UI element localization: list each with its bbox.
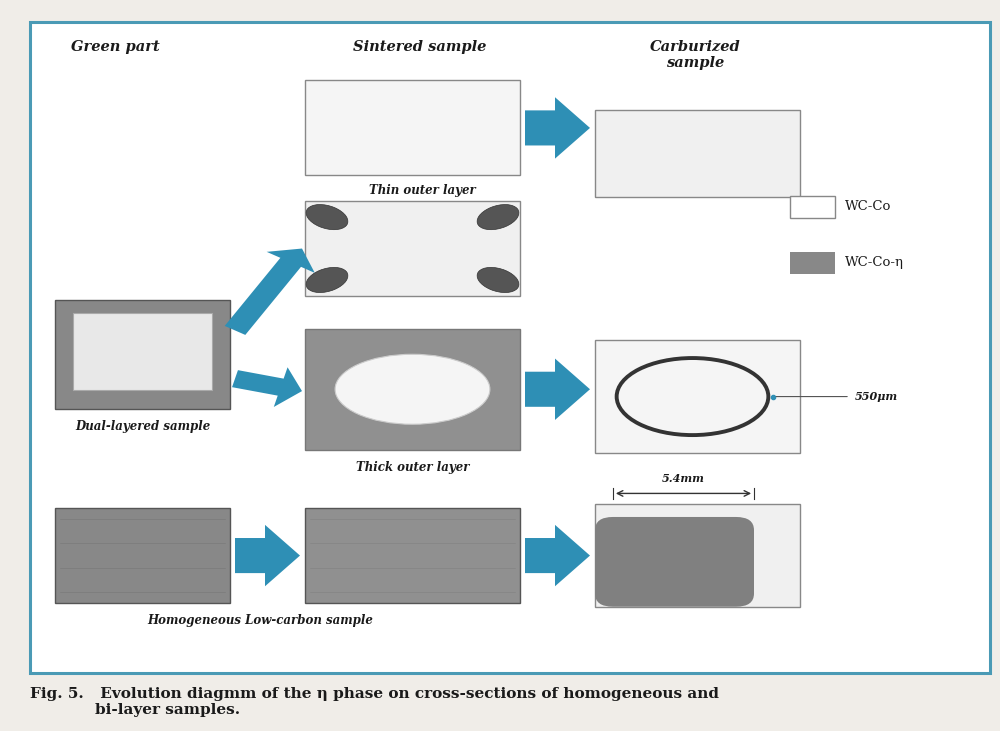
Ellipse shape — [335, 355, 490, 424]
FancyBboxPatch shape — [595, 110, 800, 197]
Ellipse shape — [617, 358, 768, 435]
FancyBboxPatch shape — [305, 329, 520, 450]
Text: WC-Co-η: WC-Co-η — [845, 256, 904, 269]
Polygon shape — [225, 249, 315, 335]
Text: Dual-layered sample: Dual-layered sample — [75, 420, 210, 433]
FancyBboxPatch shape — [55, 508, 230, 603]
FancyBboxPatch shape — [305, 201, 520, 296]
FancyBboxPatch shape — [73, 313, 212, 390]
FancyBboxPatch shape — [305, 80, 520, 175]
Text: WC-Co: WC-Co — [845, 200, 891, 213]
Text: Homogeneous Low-carbon sample: Homogeneous Low-carbon sample — [147, 614, 373, 627]
Ellipse shape — [306, 205, 348, 230]
Polygon shape — [525, 358, 590, 420]
Text: 550μm: 550μm — [855, 391, 898, 402]
Text: Green part: Green part — [71, 40, 159, 54]
FancyBboxPatch shape — [595, 517, 754, 607]
Text: Fig. 5.: Fig. 5. — [30, 687, 84, 701]
Text: Carburized
sample: Carburized sample — [650, 40, 740, 70]
FancyBboxPatch shape — [790, 252, 835, 274]
Text: Thin outer layer: Thin outer layer — [369, 184, 476, 197]
Polygon shape — [235, 525, 300, 586]
Polygon shape — [232, 367, 302, 407]
FancyBboxPatch shape — [55, 300, 230, 409]
Text: Evolution diagmm of the η phase on cross-sections of homogeneous and
bi-layer sa: Evolution diagmm of the η phase on cross… — [95, 687, 719, 717]
FancyBboxPatch shape — [305, 508, 520, 603]
FancyBboxPatch shape — [595, 504, 800, 607]
Ellipse shape — [477, 268, 519, 292]
Polygon shape — [525, 525, 590, 586]
Text: Sintered sample: Sintered sample — [353, 40, 487, 54]
Text: Thick outer layer: Thick outer layer — [356, 461, 469, 474]
Ellipse shape — [306, 268, 348, 292]
Polygon shape — [525, 97, 590, 159]
FancyBboxPatch shape — [30, 22, 990, 673]
FancyBboxPatch shape — [595, 340, 800, 453]
Ellipse shape — [477, 205, 519, 230]
Text: 5.4mm: 5.4mm — [662, 473, 705, 484]
FancyBboxPatch shape — [790, 196, 835, 218]
